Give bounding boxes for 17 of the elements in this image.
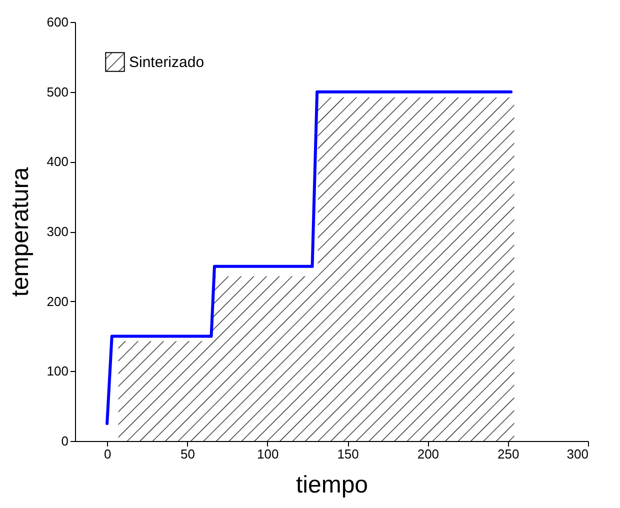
x-tick-label: 300 [566,446,588,462]
y-tick-label: 400 [46,154,68,170]
x-tick-label: 0 [104,446,112,462]
y-tick-label: 200 [46,294,68,309]
legend-label: Sinterizado [129,54,204,71]
x-tick-label: 150 [337,446,359,462]
y-tick-label: 600 [46,14,68,30]
x-tick-label: 100 [257,446,279,462]
x-axis-title: tiempo [296,472,368,498]
x-tick-label: 200 [417,446,440,462]
x-tick-label: 50 [180,446,195,462]
y-tick-label: 300 [46,224,68,239]
y-axis-title: temperatura [6,166,34,297]
y-tick-label: 500 [46,84,68,100]
y-tick-label: 100 [46,364,68,379]
y-tick-label: 0 [61,434,68,448]
x-tick-label: 250 [497,446,520,462]
